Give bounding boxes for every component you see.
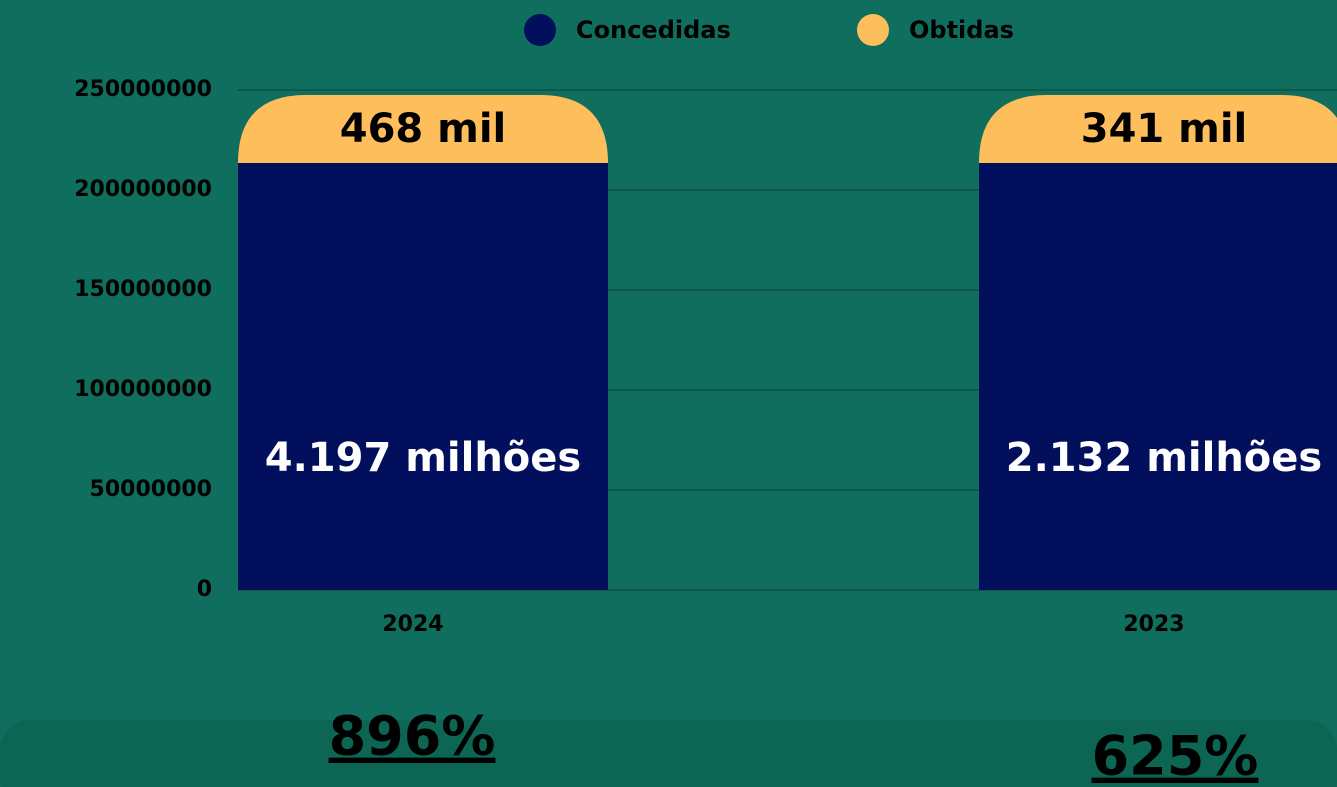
y-tick-label: 150000000	[74, 277, 212, 302]
legend-swatch	[524, 14, 556, 46]
bar-segment	[979, 95, 1337, 163]
y-tick-label: 250000000	[74, 77, 212, 102]
legend-label: Obtidas	[909, 16, 1014, 44]
legend-swatch	[857, 14, 889, 46]
percentage: 896%	[329, 705, 496, 768]
bar-label: 341 mil	[1081, 106, 1248, 152]
legend-label: Concedidas	[576, 16, 731, 44]
footer-band	[0, 720, 1337, 787]
y-tick-label: 0	[197, 577, 212, 602]
y-tick-label: 100000000	[74, 377, 212, 402]
percentage: 625%	[1092, 725, 1259, 787]
bar-segment	[979, 163, 1337, 590]
bar-label: 4.197 milhões	[265, 435, 581, 481]
bar-segment	[238, 95, 608, 163]
x-tick-label: 2024	[382, 612, 443, 637]
bar-label: 2.132 milhões	[1006, 435, 1322, 481]
x-tick-label: 2023	[1123, 612, 1184, 637]
y-tick-label: 200000000	[74, 177, 212, 202]
bar-label: 468 mil	[340, 106, 507, 152]
y-tick-label: 50000000	[90, 477, 212, 502]
bar-segment	[238, 163, 608, 590]
